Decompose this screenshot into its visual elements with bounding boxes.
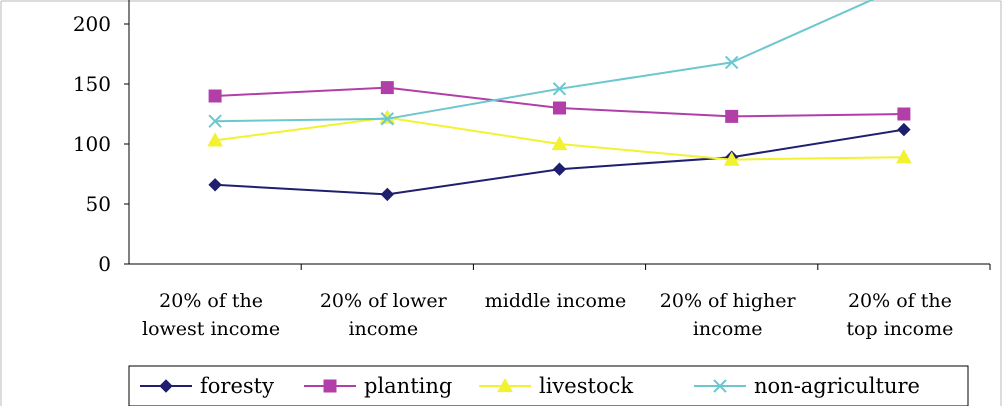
data-point-livestock: [207, 132, 223, 147]
x-axis-ticks: [300, 264, 991, 270]
legend-box: [128, 365, 969, 406]
legend-item-planting: planting: [304, 374, 452, 398]
legend-swatch-marker: [159, 379, 173, 393]
series-layer: [207, 0, 912, 202]
y-tick-label: 100: [73, 132, 111, 156]
category-labels: 20% of the lowest income 20% of lower incom…: [142, 290, 953, 340]
legend-item-foresty: foresty: [140, 374, 274, 398]
axes: [128, 0, 990, 265]
series-non-agriculture: [208, 0, 875, 128]
data-point-non-agriculture: [380, 112, 395, 126]
legend-label: livestock: [539, 374, 633, 398]
x-category-label: middle income: [485, 290, 626, 312]
legend-swatch-marker: [323, 379, 337, 393]
data-point-planting: [208, 89, 222, 103]
series-planting: [208, 81, 911, 123]
data-point-non-agriculture: [724, 55, 739, 70]
data-point-non-agriculture: [552, 82, 567, 96]
y-axis-ticks: 0 50 100 150 200: [73, 12, 129, 276]
y-tick-label: 0: [98, 252, 111, 276]
data-point-foresty: [380, 187, 395, 202]
x-category-label: 20% of the: [159, 290, 263, 312]
legend-label: non-agriculture: [754, 374, 920, 398]
x-category-label: 20% of the: [848, 290, 952, 312]
y-tick-label: 200: [73, 12, 111, 36]
legend-label: planting: [364, 374, 452, 398]
y-tick-label: 150: [73, 72, 111, 96]
x-category-label: income: [348, 318, 418, 340]
legend-swatch-marker: [497, 377, 513, 393]
series-foresty: [208, 122, 911, 202]
legend: foresty planting livestock non-agriculture: [128, 365, 969, 406]
legend-item-non-agriculture: non-agriculture: [694, 374, 920, 398]
data-point-livestock: [723, 151, 740, 166]
data-point-livestock: [896, 149, 912, 164]
y-tick-label: 50: [86, 192, 111, 216]
data-point-foresty: [552, 162, 567, 176]
data-point-non-agriculture: [208, 114, 222, 128]
x-category-label: top income: [846, 318, 953, 340]
x-category-label: income: [693, 318, 763, 340]
data-point-foresty: [208, 178, 222, 192]
x-category-label: 20% of higher: [660, 290, 797, 312]
legend-swatch-marker: [713, 379, 727, 393]
data-point-planting: [725, 109, 739, 123]
series-livestock: [207, 109, 912, 166]
data-point-planting: [897, 107, 911, 121]
data-point-foresty: [897, 122, 911, 137]
data-point-livestock: [379, 109, 396, 124]
x-category-label: lowest income: [142, 318, 280, 340]
data-point-planting: [380, 81, 394, 95]
data-point-planting: [553, 101, 566, 115]
legend-item-livestock: livestock: [479, 374, 633, 398]
legend-label: foresty: [200, 374, 274, 398]
data-point-livestock: [551, 135, 568, 151]
x-category-label: 20% of lower: [320, 290, 448, 312]
